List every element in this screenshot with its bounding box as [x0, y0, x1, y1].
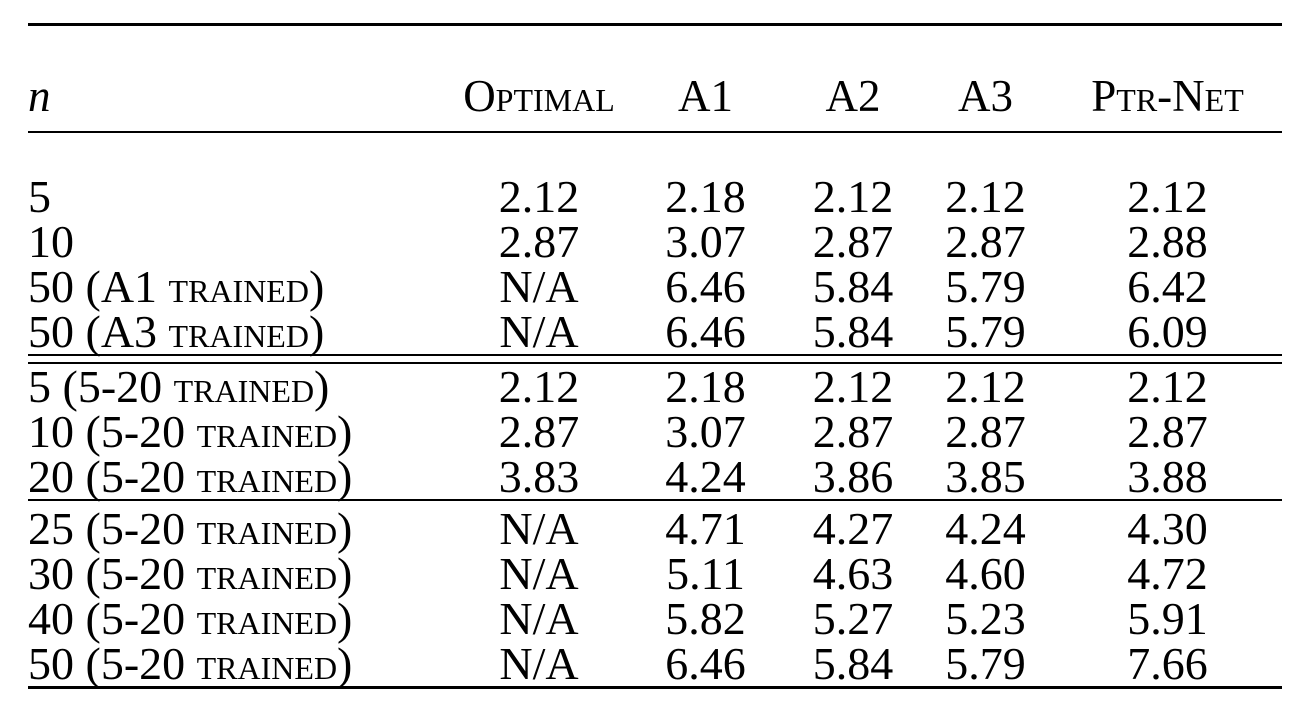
header-row: n Optimal A1 A2 A3 Ptr-Net	[28, 24, 1282, 133]
value-cell: 2.18	[665, 171, 746, 222]
value-cell: 5.82	[665, 593, 746, 644]
row-label: 5 (5-20 trained)	[28, 361, 330, 412]
value-cell: 4.24	[665, 451, 746, 502]
value-cell: 6.46	[665, 306, 746, 357]
value-cell: N/A	[499, 306, 579, 357]
row-label: 30 (5-20 trained)	[28, 548, 353, 599]
value-cell: 2.12	[498, 171, 580, 222]
column-header-a3: A3	[918, 24, 1053, 133]
value-cell: 2.87	[945, 406, 1026, 457]
row-label: 5	[28, 171, 51, 222]
column-header-ptr-net: Ptr-Net	[1053, 24, 1282, 133]
table-row: 50 (A3 trained) N/A 6.46 5.84 5.79 6.09	[28, 309, 1282, 355]
value-cell: 4.72	[1127, 548, 1208, 599]
value-cell: N/A	[499, 503, 579, 554]
row-label: 50 (5-20 trained)	[28, 638, 353, 689]
column-header-a2: A2	[788, 24, 918, 133]
value-cell: 2.87	[812, 216, 894, 267]
table-row: 5 (5-20 trained) 2.12 2.18 2.12 2.12 2.1…	[28, 361, 1282, 412]
value-cell: 5.84	[812, 306, 894, 357]
value-cell: 2.12	[498, 361, 580, 412]
value-cell: 5.84	[812, 261, 894, 312]
value-cell: N/A	[499, 548, 579, 599]
value-cell: 5.84	[812, 638, 894, 689]
value-cell: 4.24	[945, 503, 1026, 554]
table-row: 50 (A1 trained) N/A 6.46 5.84 5.79 6.42	[28, 261, 1282, 312]
value-cell: 2.12	[1127, 361, 1208, 412]
column-header-optimal: Optimal	[455, 24, 623, 133]
table-row: 30 (5-20 trained) N/A 5.11 4.63 4.60 4.7…	[28, 548, 1282, 599]
value-cell: N/A	[499, 638, 579, 689]
value-cell: 2.12	[945, 361, 1026, 412]
value-cell: N/A	[499, 261, 579, 312]
row-label: 50 (A3 trained)	[28, 306, 325, 357]
value-cell: 2.87	[498, 216, 580, 267]
results-table: n Optimal A1 A2 A3 Ptr-Net 5 2.12 2.18 2…	[28, 23, 1282, 689]
value-cell: 6.42	[1127, 261, 1208, 312]
double-rule	[28, 354, 1282, 364]
value-cell: 3.86	[812, 451, 894, 502]
value-cell: 6.09	[1127, 306, 1208, 357]
value-cell: N/A	[499, 593, 579, 644]
value-cell: 3.07	[665, 406, 746, 457]
row-label: 25 (5-20 trained)	[28, 503, 353, 554]
value-cell: 4.63	[812, 548, 894, 599]
value-cell: 2.88	[1127, 216, 1208, 267]
single-rule	[28, 499, 1282, 506]
value-cell: 3.85	[945, 451, 1026, 502]
value-cell: 5.79	[945, 261, 1026, 312]
value-cell: 5.11	[666, 548, 745, 599]
value-cell: 2.87	[945, 216, 1026, 267]
table-row: 10 (5-20 trained) 2.87 3.07 2.87 2.87 2.…	[28, 406, 1282, 457]
value-cell: 3.07	[665, 216, 746, 267]
value-cell: 6.46	[665, 638, 746, 689]
value-cell: 4.30	[1127, 503, 1208, 554]
row-label: 40 (5-20 trained)	[28, 593, 353, 644]
value-cell: 5.91	[1127, 593, 1208, 644]
value-cell: 7.66	[1127, 638, 1208, 689]
value-cell: 2.87	[498, 406, 580, 457]
value-cell: 5.23	[945, 593, 1026, 644]
table-row: 5 2.12 2.18 2.12 2.12 2.12	[28, 171, 1282, 222]
row-label: 10 (5-20 trained)	[28, 406, 353, 457]
value-cell: 4.27	[812, 503, 894, 554]
value-cell: 4.60	[945, 548, 1026, 599]
value-cell: 2.87	[1127, 406, 1208, 457]
column-header-a1: A1	[623, 24, 788, 133]
value-cell: 5.79	[945, 638, 1026, 689]
value-cell: 2.12	[945, 171, 1026, 222]
row-label: 10	[28, 216, 74, 267]
spacer-row	[28, 132, 1282, 174]
value-cell: 2.12	[812, 361, 894, 412]
value-cell: 3.88	[1127, 451, 1208, 502]
table-row: 20 (5-20 trained) 3.83 4.24 3.86 3.85 3.…	[28, 454, 1282, 500]
table-row: 25 (5-20 trained) N/A 4.71 4.27 4.24 4.3…	[28, 503, 1282, 554]
table-row: 40 (5-20 trained) N/A 5.82 5.27 5.23 5.9…	[28, 593, 1282, 644]
row-label: 20 (5-20 trained)	[28, 451, 353, 502]
row-label: 50 (A1 trained)	[28, 261, 325, 312]
column-header-n: n	[28, 24, 455, 133]
value-cell: 5.27	[812, 593, 894, 644]
table-row: 50 (5-20 trained) N/A 6.46 5.84 5.79 7.6…	[28, 641, 1282, 688]
value-cell: 2.87	[812, 406, 894, 457]
value-cell: 5.79	[945, 306, 1026, 357]
value-cell: 2.12	[1127, 171, 1208, 222]
value-cell: 3.83	[498, 451, 580, 502]
value-cell: 6.46	[665, 261, 746, 312]
value-cell: 2.12	[812, 171, 894, 222]
table-row: 10 2.87 3.07 2.87 2.87 2.88	[28, 216, 1282, 267]
value-cell: 2.18	[665, 361, 746, 412]
value-cell: 4.71	[665, 503, 746, 554]
